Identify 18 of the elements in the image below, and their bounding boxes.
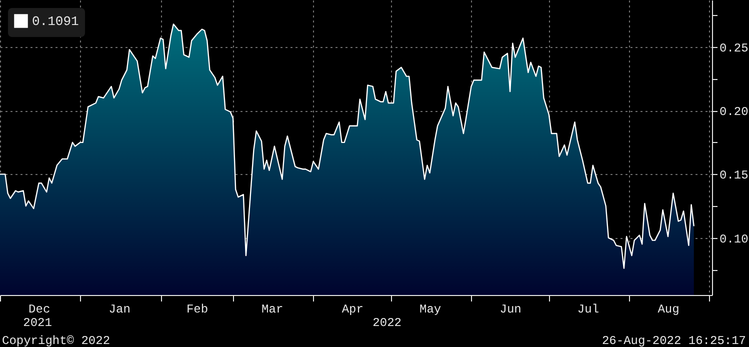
text: 2022 xyxy=(372,316,402,330)
x-tick-label: Feb xyxy=(186,302,208,316)
x-tick-label: Jun xyxy=(500,302,522,316)
x-tick-label: Jul xyxy=(577,302,600,316)
text: Copyright© 2022 xyxy=(2,334,110,347)
x-tick-label: Mar xyxy=(262,302,284,316)
text: 2021 xyxy=(23,316,52,330)
x-tick-label: Dec xyxy=(28,302,50,316)
x-tick-label: Aug xyxy=(658,302,680,316)
y-tick-label: 0.10 xyxy=(720,232,748,246)
legend-label: 0.1091 xyxy=(32,14,80,29)
y-tick-label: 0.20 xyxy=(720,105,748,120)
y-tick-label: 0.25 xyxy=(720,42,748,56)
x-tick-label: May xyxy=(419,302,442,316)
x-tick-label: Jan xyxy=(108,302,130,316)
x-tick-label: Apr xyxy=(342,302,364,316)
y-tick-label: 0.15 xyxy=(720,168,748,183)
text: 26-Aug-2022 16:25:17 xyxy=(602,334,746,347)
